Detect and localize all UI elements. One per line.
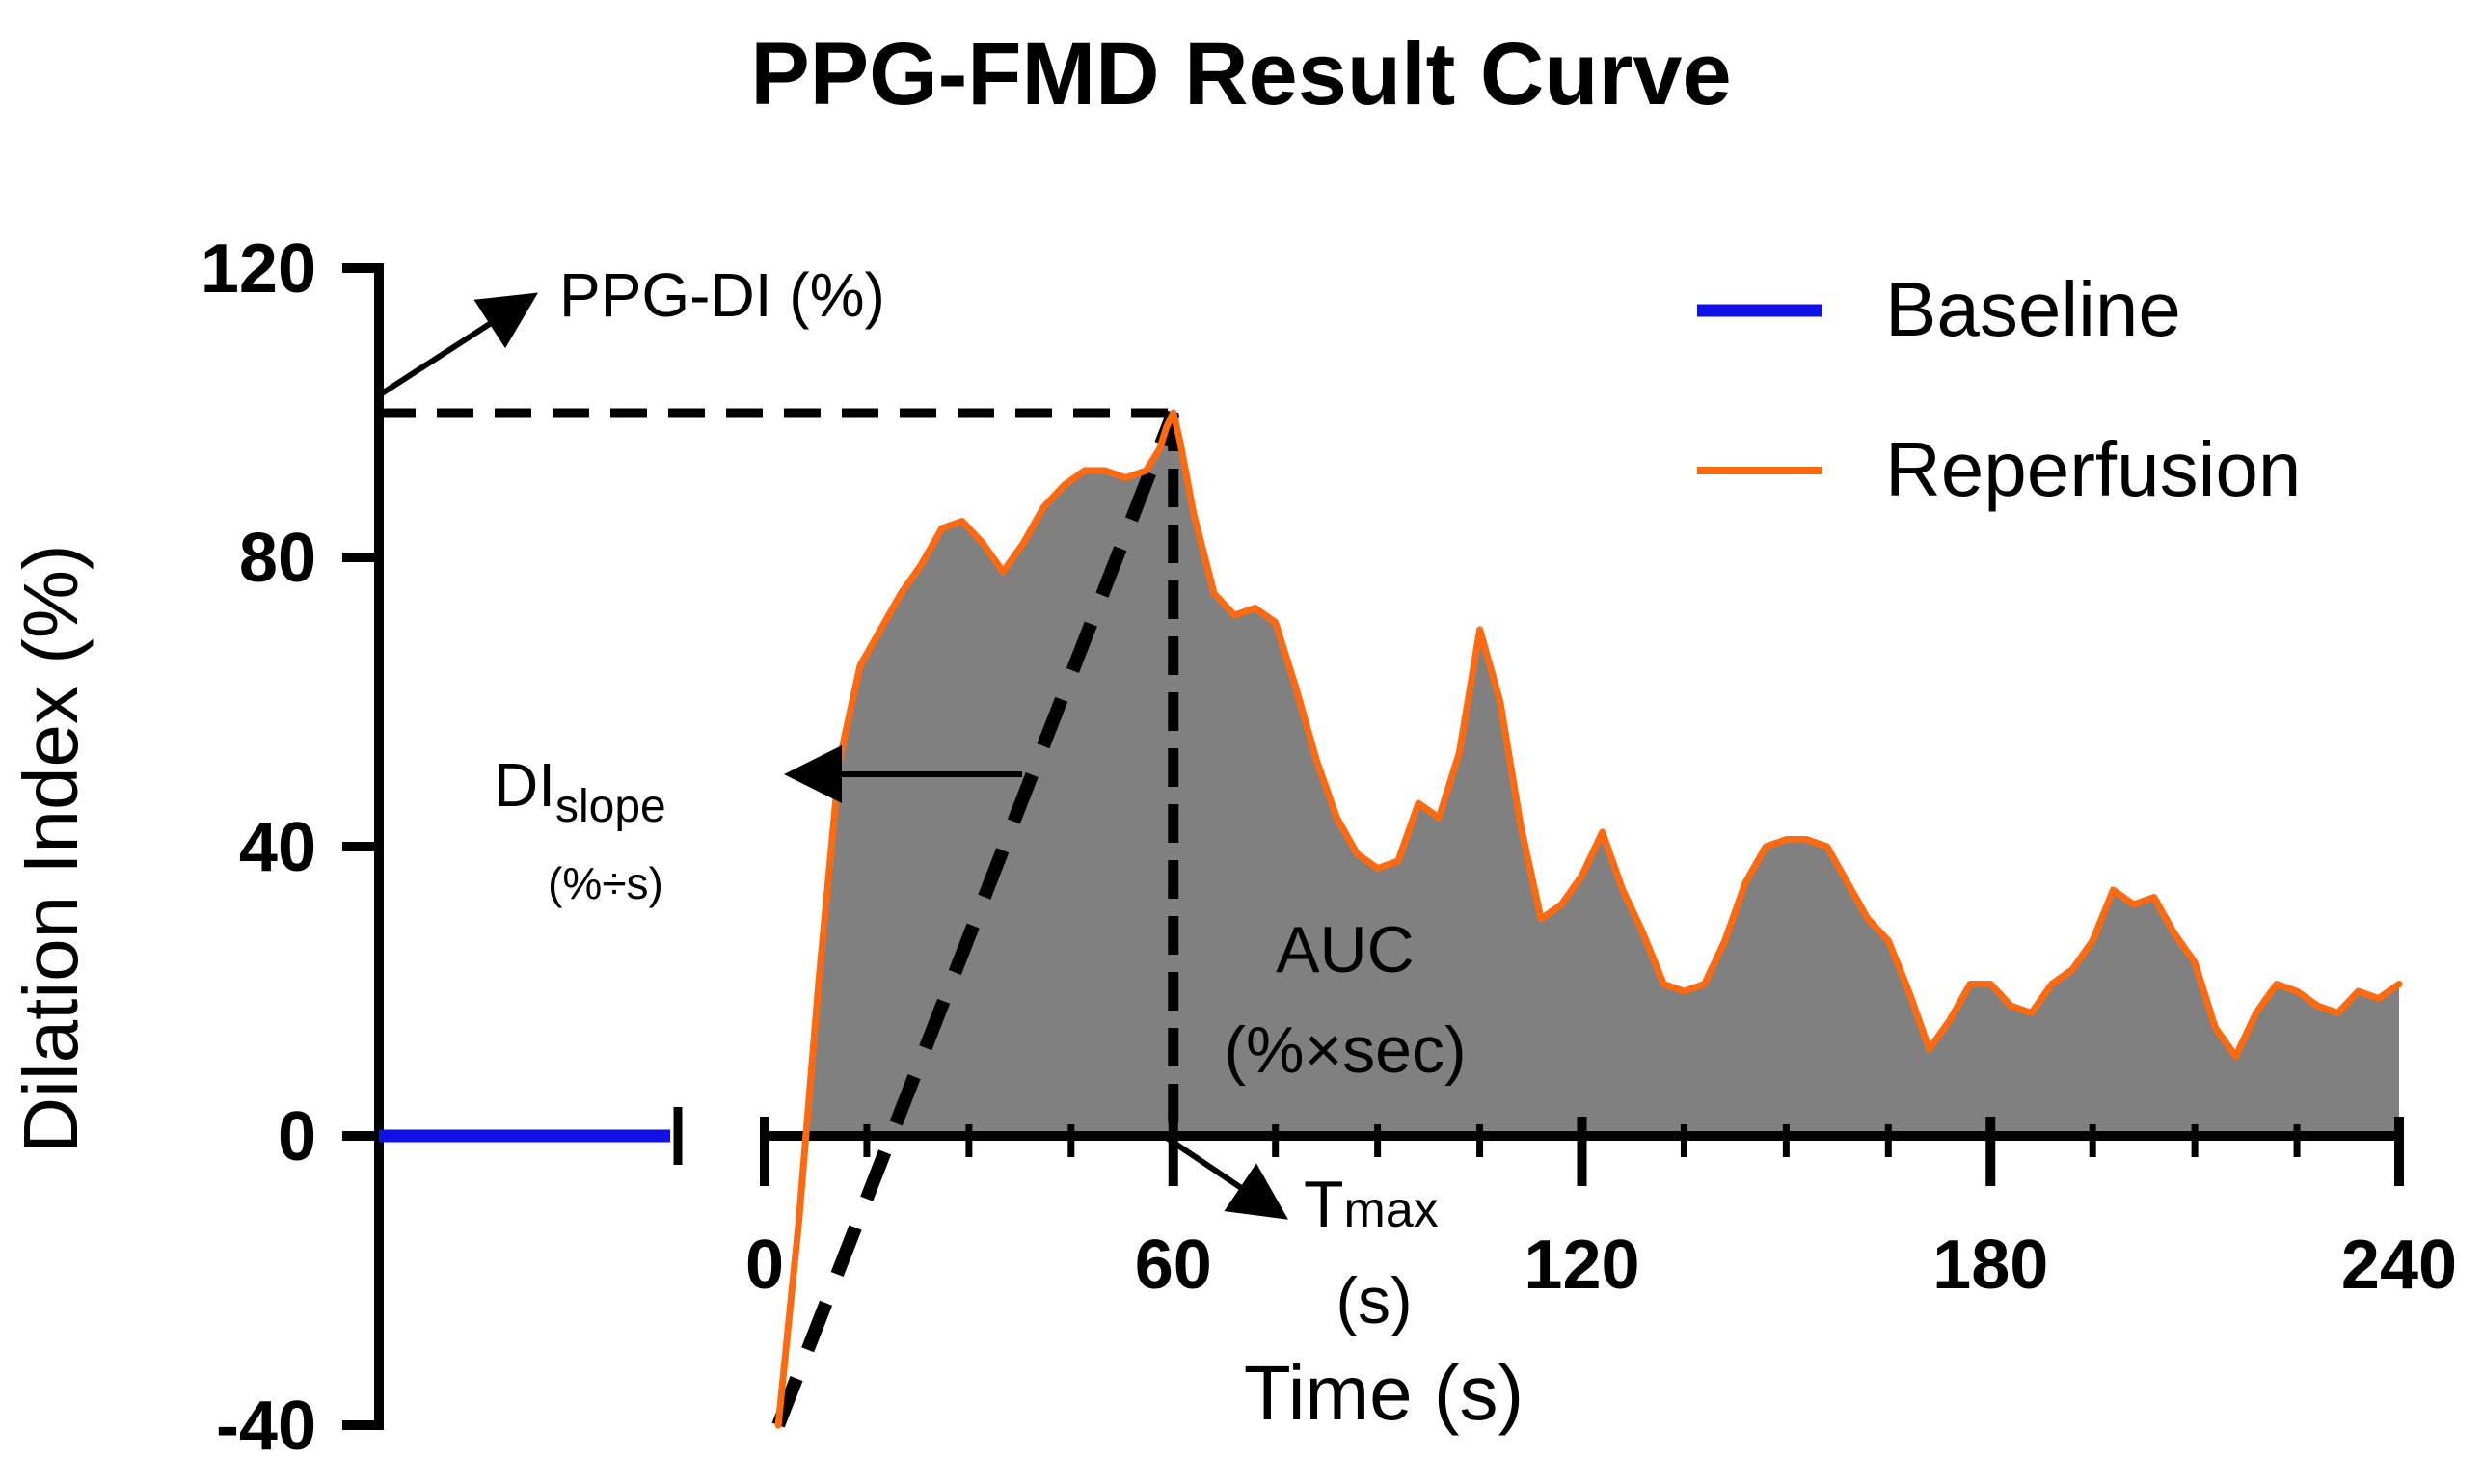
y-tick-label: 120 (201, 230, 316, 308)
y-tick-label: 40 (239, 809, 316, 886)
chart-title: PPG-FMD Result Curve (750, 25, 1731, 123)
tmax-unit: (s) (1336, 1264, 1412, 1337)
axes (342, 263, 2404, 1430)
di-slope-unit: (%÷s) (548, 858, 663, 908)
di-slope-main: DI (494, 750, 555, 820)
legend-label-baseline: Baseline (1885, 266, 2181, 352)
di-slope-label: DIslope (494, 750, 666, 832)
x-tick-label: 60 (1135, 1227, 1212, 1304)
slope-dashed-line (771, 410, 1180, 1428)
x-tick-label: 240 (2341, 1227, 2457, 1304)
area-layer (805, 413, 2399, 1136)
series-layer (379, 409, 2403, 1429)
annotations: PPG-DI (%) DIslope (%÷s) AUC (%×sec) Tma… (377, 260, 1467, 1337)
reference-lines (379, 408, 1180, 1428)
ppg-di-arrow (377, 292, 539, 398)
legend: Baseline Reperfusion (1697, 266, 2301, 512)
auc-label: AUC (1276, 913, 1415, 986)
tmax-label: Tmax (1304, 1168, 1439, 1241)
tmax-main: T (1304, 1168, 1344, 1241)
tmax-arrow (1165, 1135, 1288, 1220)
x-tick-label: 0 (745, 1227, 784, 1304)
y-tick-label: -40 (216, 1388, 316, 1465)
x-tick-labels: 0 60 120 180 240 (745, 1227, 2457, 1304)
y-axis-label: Dilation Index (%) (8, 544, 94, 1152)
y-tick-label: 0 (278, 1098, 316, 1175)
x-tick-label: 120 (1524, 1227, 1639, 1304)
di-slope-sub: slope (555, 781, 666, 832)
auc-area (805, 413, 2399, 1136)
x-tick-label: 180 (1932, 1227, 2048, 1304)
reperfusion-series-line (774, 409, 2403, 1429)
auc-unit: (%×sec) (1224, 1013, 1466, 1087)
ppg-di-label: PPG-DI (%) (559, 260, 885, 330)
tmax-sub: max (1344, 1182, 1439, 1238)
x-axis-label: Time (s) (1244, 1350, 1524, 1436)
legend-label-reperfusion: Reperfusion (1885, 426, 2301, 512)
y-tick-label: 80 (239, 520, 316, 597)
y-tick-labels: -40 0 40 80 120 (201, 230, 316, 1465)
